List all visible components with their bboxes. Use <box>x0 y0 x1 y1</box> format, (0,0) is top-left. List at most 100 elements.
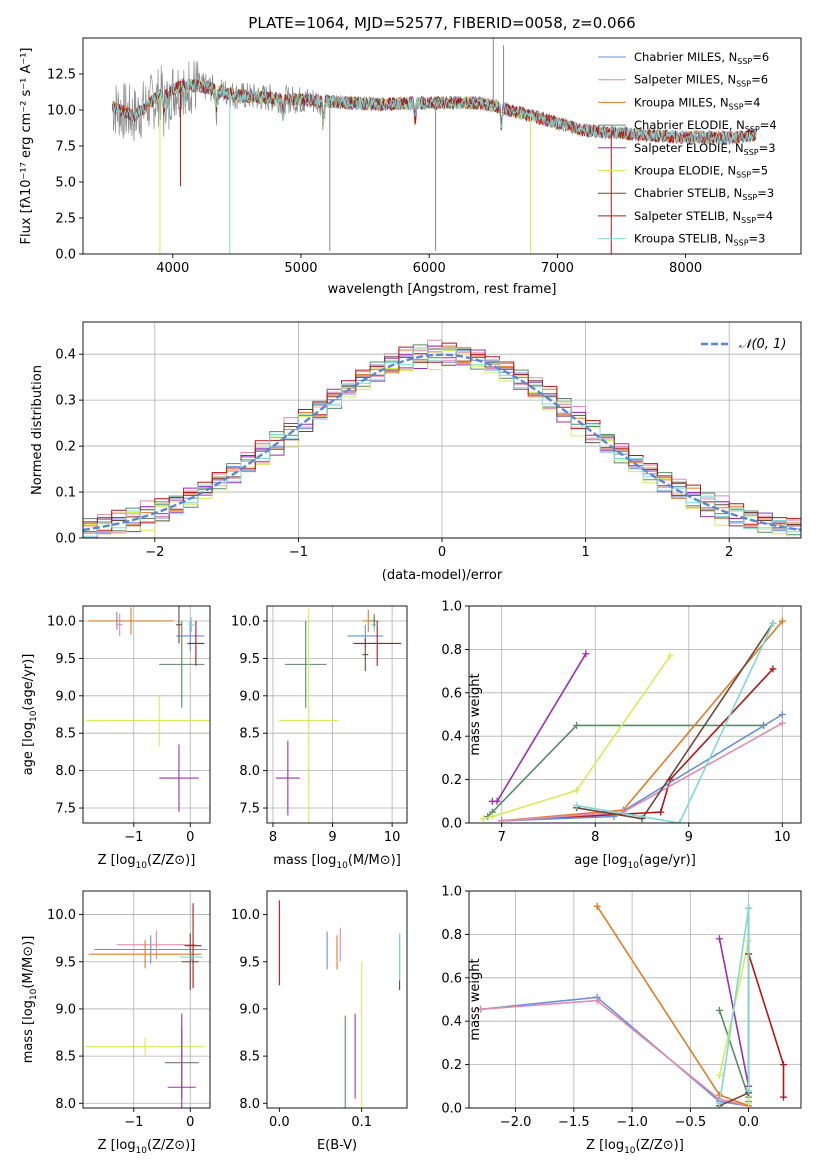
legend-entry: Chabrier ELODIE, NSSP=4 <box>634 118 777 134</box>
legend-entry: Chabrier STELIB, NSSP=3 <box>634 186 774 202</box>
mass-weight-marker <box>745 904 753 912</box>
mass-weight-marker <box>715 1100 723 1108</box>
y-tick-label: 0.6 <box>441 971 462 986</box>
spectrum-ylabel: Flux [fλ10⁻¹⁷ erg cm⁻² s⁻¹ A⁻¹] <box>19 48 34 245</box>
mass-weight-marker <box>666 652 674 660</box>
y-tick-label: 0.4 <box>55 348 76 363</box>
mass-weight-marker <box>715 1091 723 1099</box>
mass-weight-marker <box>573 802 581 810</box>
y-tick-label: 7.5 <box>239 802 260 817</box>
legend-entry: Salpeter STELIB, NSSP=4 <box>634 209 773 225</box>
mass-weight-line-salpeter-elodie <box>492 653 587 803</box>
age-vs-mass-panel: 8 9 10 7.5 8.0 8.5 9.0 9.5 10.0 mass [log10(M/M⊙)… <box>231 605 408 871</box>
y-tick-label: 0.0 <box>441 1102 462 1117</box>
model-spectrum-salpeter-stelib <box>112 78 756 144</box>
residuals-plot-area <box>83 339 801 538</box>
y-tick-label: 9.0 <box>55 1002 76 1017</box>
y-tick-label: 7.5 <box>55 802 76 817</box>
mass-weight-line-salpeter-stelib <box>501 668 774 822</box>
y-axis-label: mass weight <box>468 673 483 755</box>
x-tick-label: 8 <box>591 830 599 845</box>
y-axis-label: age [log10(age/yr)] <box>21 654 39 776</box>
spectrum-xlabel: wavelength [Angstrom, rest frame] <box>328 282 557 297</box>
y-tick-label: 0.2 <box>441 773 462 788</box>
y-tick-label: 10.0 <box>47 908 76 923</box>
residuals-panel: −2 −1 0 1 2 0.0 0.1 0.2 0.3 0.4 (data-model)/error… <box>30 321 802 583</box>
mass-weight-line-chabrier-miles <box>501 713 783 822</box>
x-tick-label: 7 <box>498 830 506 845</box>
mass-weight-marker <box>593 997 601 1005</box>
mass-weight-marker <box>778 719 786 727</box>
x-tick-label: −2 <box>145 545 164 560</box>
y-tick-label: 0.0 <box>441 817 462 832</box>
mass_vs_Z-plot-area <box>85 903 208 1108</box>
y-tick-label: 10.0 <box>47 104 76 119</box>
mass-weight-marker <box>593 902 601 910</box>
y-tick-label: 8.0 <box>239 764 260 779</box>
mass-weight-marker <box>769 665 777 673</box>
y-tick-label: 0.3 <box>55 394 76 409</box>
x-tick-label: 10 <box>384 830 401 845</box>
mass-weight-marker <box>745 1087 753 1095</box>
x-tick-label: 5000 <box>284 261 317 276</box>
y-tick-label: 1.0 <box>441 600 462 615</box>
y-tick-label: 0.0 <box>55 532 76 547</box>
y-tick-label: 9.0 <box>239 689 260 704</box>
mass-weight-marker <box>675 819 683 823</box>
y-tick-label: 0.8 <box>441 928 462 943</box>
mass_weight_vs_Z-plot-area <box>477 902 788 1108</box>
mass-weight-marker <box>488 812 496 820</box>
y-tick-label: 8.5 <box>55 727 76 742</box>
mass-weight-marker <box>582 650 590 658</box>
residuals-ylabel: Normed distribution <box>30 365 45 495</box>
y-tick-label: 7.5 <box>55 140 76 155</box>
x-tick-label: 4000 <box>156 261 189 276</box>
ebv-plot-area <box>278 900 401 1108</box>
mass_weight_vs_age-plot-area <box>479 617 786 823</box>
y-tick-label: 8.0 <box>239 1097 260 1112</box>
figure-title: PLATE=1064, MJD=52577, FIBERID=0058, z=0… <box>248 14 635 32</box>
y-tick-label: 0.6 <box>441 686 462 701</box>
mass-weight-marker <box>769 619 777 627</box>
axes-frame <box>82 890 211 1109</box>
axes-frame <box>468 605 802 824</box>
mass-weight-marker <box>657 808 665 816</box>
mass-weight-marker <box>573 721 581 729</box>
y-tick-label: 0.8 <box>441 643 462 658</box>
mass-weight-marker <box>477 1005 485 1013</box>
x-axis-label: Z [log10(Z/Z⊙)] <box>586 1138 684 1156</box>
x-tick-label: 1 <box>581 545 589 560</box>
y-tick-label: 9.5 <box>55 652 76 667</box>
x-tick-label: 0.0 <box>738 1115 759 1130</box>
axes-frame <box>266 605 408 824</box>
x-axis-label: Z [log10(Z/Z⊙)] <box>98 853 196 871</box>
x-tick-label: 9 <box>328 830 336 845</box>
x-tick-label: −1 <box>124 1115 143 1130</box>
mass-weight-marker <box>715 1006 723 1014</box>
mass-weight-marker <box>778 711 786 718</box>
x-tick-label: −1 <box>124 830 143 845</box>
y-tick-label: 9.0 <box>55 689 76 704</box>
y-tick-label: 0.2 <box>55 440 76 455</box>
x-tick-label: 10 <box>774 830 791 845</box>
age_vs_mass-plot-area <box>275 608 402 823</box>
ebv-panel: 0.0 0.1 8.0 8.5 9.0 9.5 10.0 E(B-V) <box>231 890 408 1153</box>
mass-weight-line-kroupa-elodie <box>482 655 671 820</box>
mass-weight-line-salpeter-elodie <box>718 938 750 1087</box>
mass-weight-marker <box>498 817 506 823</box>
y-tick-label: 9.5 <box>239 652 260 667</box>
x-tick-label: 8 <box>269 830 277 845</box>
mass-weight-marker <box>715 1071 723 1079</box>
spectrum-legend: Chabrier MILES, NSSP=6 Salpeter MILES, NS… <box>598 50 777 248</box>
y-tick-label: 0.4 <box>441 730 462 745</box>
mass-weight-marker <box>745 1100 753 1108</box>
x-axis-label: age [log10(age/yr)] <box>574 853 696 871</box>
x-tick-label: −0.5 <box>675 1115 707 1130</box>
mass-weight-marker <box>780 1061 788 1069</box>
legend-entry: Salpeter MILES, NSSP=6 <box>634 73 768 89</box>
gaussian-curve <box>83 353 801 532</box>
mass-weight-line-salpeter-stelib <box>747 953 785 1098</box>
y-tick-label: 0.2 <box>441 1058 462 1073</box>
y-tick-label: 8.0 <box>55 764 76 779</box>
